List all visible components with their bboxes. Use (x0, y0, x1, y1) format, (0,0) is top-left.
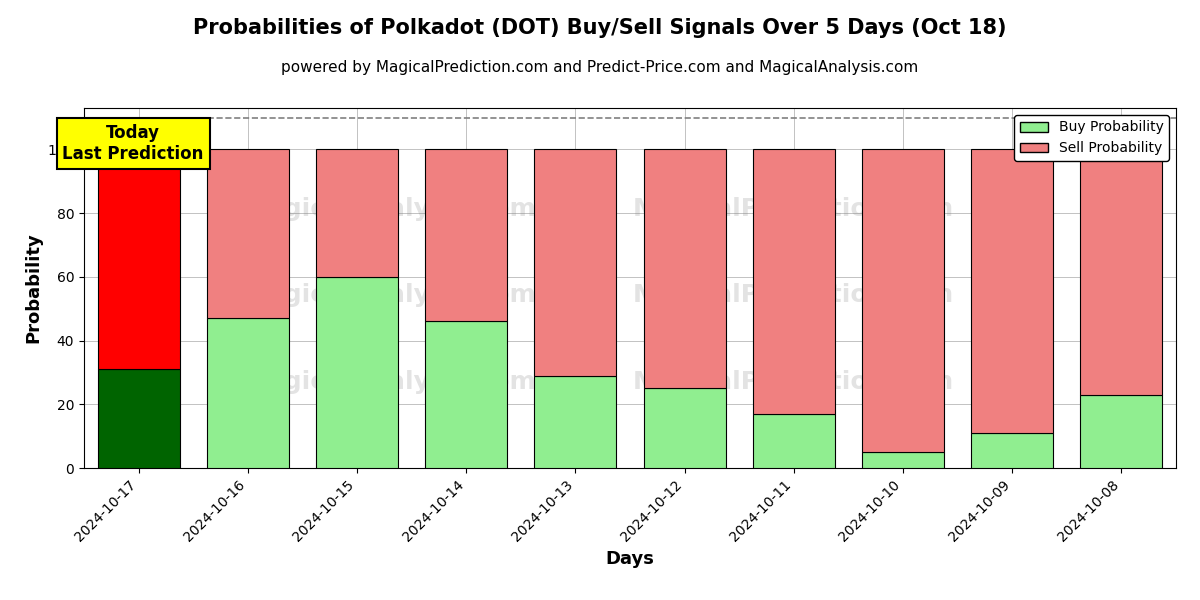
Bar (1080, 149, 1163, 395)
Text: MagicalPrediction.com: MagicalPrediction.com (634, 197, 954, 221)
Y-axis label: Probability: Probability (24, 233, 42, 343)
Bar (862, 452, 944, 468)
Legend: Buy Probability, Sell Probability: Buy Probability, Sell Probability (1014, 115, 1169, 161)
Bar (206, 149, 289, 318)
Bar (97, 149, 180, 369)
X-axis label: Days: Days (606, 550, 654, 568)
Bar (425, 149, 508, 322)
Bar (316, 277, 398, 468)
Bar (1080, 395, 1163, 468)
Bar (643, 149, 726, 388)
Bar (862, 149, 944, 452)
Bar (534, 376, 617, 468)
Text: MagicalPrediction.com: MagicalPrediction.com (634, 370, 954, 394)
Bar (752, 414, 835, 468)
Bar (534, 149, 617, 376)
Text: Probabilities of Polkadot (DOT) Buy/Sell Signals Over 5 Days (Oct 18): Probabilities of Polkadot (DOT) Buy/Sell… (193, 18, 1007, 38)
Bar (206, 318, 289, 468)
Bar (752, 149, 835, 414)
Text: MagicalAnalysis.com: MagicalAnalysis.com (242, 197, 536, 221)
Text: MagicalAnalysis.com: MagicalAnalysis.com (242, 283, 536, 307)
Text: powered by MagicalPrediction.com and Predict-Price.com and MagicalAnalysis.com: powered by MagicalPrediction.com and Pre… (281, 60, 919, 75)
Bar (971, 433, 1054, 468)
Text: Today
Last Prediction: Today Last Prediction (62, 124, 204, 163)
Text: MagicalAnalysis.com: MagicalAnalysis.com (242, 370, 536, 394)
Bar (97, 369, 180, 468)
Bar (316, 149, 398, 277)
Bar (971, 149, 1054, 433)
Bar (425, 322, 508, 468)
Text: MagicalPrediction.com: MagicalPrediction.com (634, 283, 954, 307)
Bar (643, 388, 726, 468)
